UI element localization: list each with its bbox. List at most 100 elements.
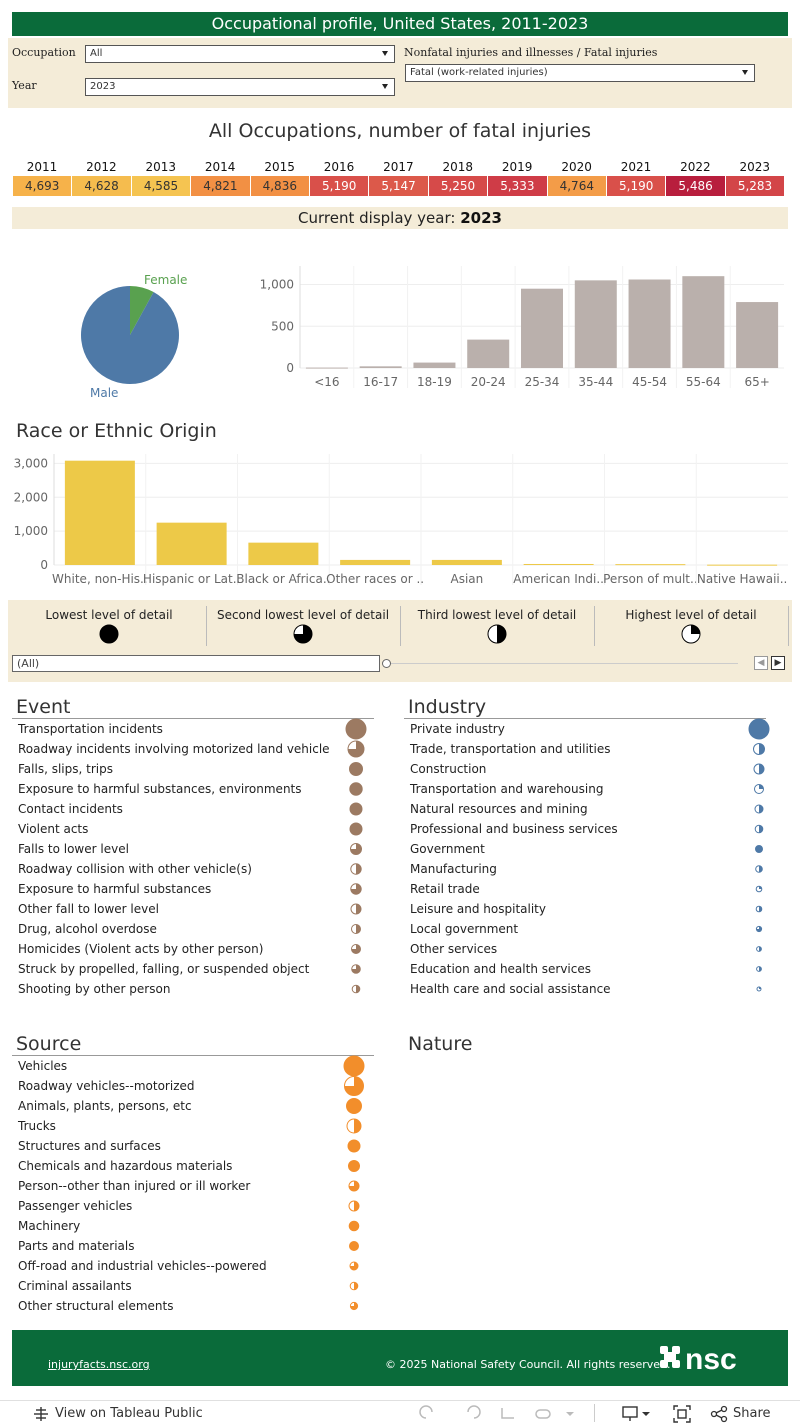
year-value-cell[interactable]: 4,585 (131, 176, 192, 196)
source-list-item[interactable]: Other structural elements (18, 1299, 174, 1313)
source-list-item[interactable]: Vehicles (18, 1059, 68, 1073)
year-value-cell[interactable]: 5,333 (488, 176, 548, 196)
year-value-cell[interactable]: 5,486 (666, 176, 726, 196)
chevron-left-icon: ◀ (757, 658, 765, 668)
x-tick-label: Asian (450, 572, 483, 586)
year-value-cell[interactable]: 5,190 (607, 176, 667, 196)
year-header: 2015 (264, 160, 295, 174)
next-button[interactable]: ▶ (771, 656, 785, 670)
detail-filter-field[interactable]: (All) (12, 655, 380, 672)
event-list-item[interactable]: Falls, slips, trips (18, 762, 113, 776)
source-glyph-circle-fill (354, 1201, 359, 1211)
industry-list-item[interactable]: Natural resources and mining (410, 802, 588, 816)
year-value-cell[interactable]: 5,283 (725, 176, 786, 196)
industry-item-glyph (754, 804, 764, 814)
bar (682, 276, 725, 368)
event-list-item[interactable]: Contact incidents (18, 802, 123, 816)
year-value-cell[interactable]: 4,821 (191, 176, 251, 196)
industry-list-item[interactable]: Other services (410, 942, 498, 956)
source-list-item[interactable]: Machinery (18, 1219, 81, 1233)
detail-slider-track[interactable] (388, 663, 738, 664)
source-list-item[interactable]: Off-road and industrial vehicles--powere… (18, 1259, 267, 1273)
event-glyph-circle (349, 802, 363, 816)
source-item-glyph (343, 1055, 365, 1077)
year-value-cell[interactable]: 5,250 (428, 176, 489, 196)
occupation-dropdown-value: All (90, 48, 103, 59)
industry-glyph-circle-fill (759, 764, 764, 774)
prev-button[interactable]: ◀ (754, 656, 768, 670)
event-list-item[interactable]: Falls to lower level (18, 842, 129, 856)
tableau-toolbar (0, 1400, 800, 1427)
event-list-item[interactable]: Shooting by other person (18, 982, 171, 996)
industry-list-item[interactable]: Professional and business services (410, 822, 618, 836)
view-on-tableau-link[interactable]: View on Tableau Public (55, 1406, 203, 1421)
industry-list-item[interactable]: Manufacturing (410, 862, 497, 876)
year-value-cell[interactable]: 4,836 (250, 176, 310, 196)
year-value-cell[interactable]: 4,628 (72, 176, 132, 196)
industry-list-item[interactable]: Retail trade (410, 882, 480, 896)
year-value-cell[interactable]: 4,693 (13, 176, 73, 196)
source-glyph-circle-fill (350, 1302, 358, 1310)
download-button[interactable] (622, 1404, 652, 1424)
industry-list-item[interactable]: Leisure and hospitality (410, 902, 546, 916)
event-list-item[interactable]: Other fall to lower level (18, 902, 159, 916)
event-list-item[interactable]: Roadway collision with other vehicle(s) (18, 862, 252, 876)
source-list-item[interactable]: Person--other than injured or ill worker (18, 1179, 251, 1193)
industry-list-item[interactable]: Private industry (410, 722, 505, 736)
bar (431, 559, 502, 565)
event-list-item[interactable]: Homicides (Violent acts by other person) (18, 942, 264, 956)
share-button[interactable]: Share (733, 1406, 771, 1421)
source-list-item[interactable]: Chemicals and hazardous materials (18, 1159, 233, 1173)
industry-item-glyph (755, 885, 763, 893)
event-glyph-circle-fill (356, 924, 361, 934)
year-header: 2018 (442, 160, 474, 174)
source-list-item[interactable]: Roadway vehicles--motorized (18, 1079, 195, 1093)
fullscreen-icon[interactable] (672, 1404, 692, 1424)
event-list-item[interactable]: Transportation incidents (18, 722, 163, 736)
source-list-item[interactable]: Passenger vehicles (18, 1199, 133, 1213)
y-tick-label: 3,000 (14, 456, 48, 470)
source-list-item[interactable]: Animals, plants, persons, etc (18, 1099, 192, 1113)
x-tick-label: 35-44 (578, 375, 613, 389)
x-tick-label: American Indi.. (513, 572, 604, 586)
year-value-cell[interactable]: 5,190 (310, 176, 370, 196)
industry-item-glyph (755, 845, 763, 853)
detail-slider-handle[interactable] (382, 659, 391, 668)
x-tick-label: 20-24 (471, 375, 506, 389)
source-list-item[interactable]: Parts and materials (18, 1239, 135, 1253)
source-list-item[interactable]: Criminal assailants (18, 1279, 132, 1293)
gender-pie-chart: Female Male (80, 273, 187, 400)
event-list-item[interactable]: Exposure to harmful substances (18, 882, 212, 896)
year-value-cell[interactable]: 4,764 (547, 176, 607, 196)
event-list-item[interactable]: Violent acts (18, 822, 89, 836)
industry-list-item[interactable]: Transportation and warehousing (410, 782, 604, 796)
industry-list-item[interactable]: Trade, transportation and utilities (410, 742, 611, 756)
source-glyph-circle-fill (350, 1262, 358, 1270)
tableau-icon[interactable] (33, 1406, 49, 1422)
source-list-item[interactable]: Trucks (18, 1119, 56, 1133)
injury-type-dropdown[interactable]: Fatal (work-related injuries) (405, 64, 755, 82)
source-glyph-circle (347, 1139, 361, 1153)
industry-list-item[interactable]: Education and health services (410, 962, 591, 976)
footer-link[interactable]: injuryfacts.nsc.org (48, 1358, 150, 1371)
occupation-dropdown[interactable]: All (85, 45, 395, 63)
event-list-item[interactable]: Roadway incidents involving motorized la… (18, 742, 330, 756)
event-list-item[interactable]: Struck by propelled, falling, or suspend… (18, 962, 310, 976)
event-list-item[interactable]: Drug, alcohol overdose (18, 922, 157, 936)
year-dropdown[interactable]: 2023 (85, 78, 395, 96)
event-list-item[interactable]: Exposure to harmful substances, environm… (18, 782, 302, 796)
industry-list-item[interactable]: Construction (410, 762, 487, 776)
share-icon[interactable] (710, 1405, 728, 1423)
x-tick-label: Person of mult.. (603, 572, 697, 586)
detail-glyph (99, 624, 119, 644)
industry-list-item[interactable]: Health care and social assistance (410, 982, 611, 996)
industry-list-item[interactable]: Local government (410, 922, 519, 936)
source-glyph-circle (348, 1220, 360, 1232)
source-list-item[interactable]: Structures and surfaces (18, 1139, 161, 1153)
industry-list-item[interactable]: Government (410, 842, 485, 856)
bar (156, 522, 227, 565)
bar (574, 280, 617, 368)
year-value-cell[interactable]: 5,147 (369, 176, 429, 196)
pie-slice-female (130, 286, 154, 335)
detail-separator (788, 606, 789, 646)
